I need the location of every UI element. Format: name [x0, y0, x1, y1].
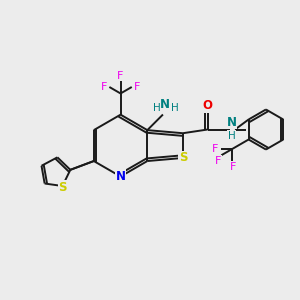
Text: N: N — [116, 170, 126, 183]
Text: N: N — [226, 116, 236, 129]
Text: F: F — [230, 162, 237, 172]
Text: F: F — [134, 82, 140, 92]
Text: S: S — [178, 152, 187, 164]
Text: H: H — [228, 131, 236, 141]
Text: S: S — [58, 181, 67, 194]
Text: O: O — [202, 99, 213, 112]
Text: H: H — [153, 103, 160, 113]
Text: F: F — [101, 82, 107, 92]
Text: F: F — [212, 144, 219, 154]
Text: F: F — [215, 156, 222, 166]
Text: H: H — [171, 103, 178, 113]
Text: F: F — [117, 71, 124, 81]
Text: N: N — [160, 98, 170, 111]
